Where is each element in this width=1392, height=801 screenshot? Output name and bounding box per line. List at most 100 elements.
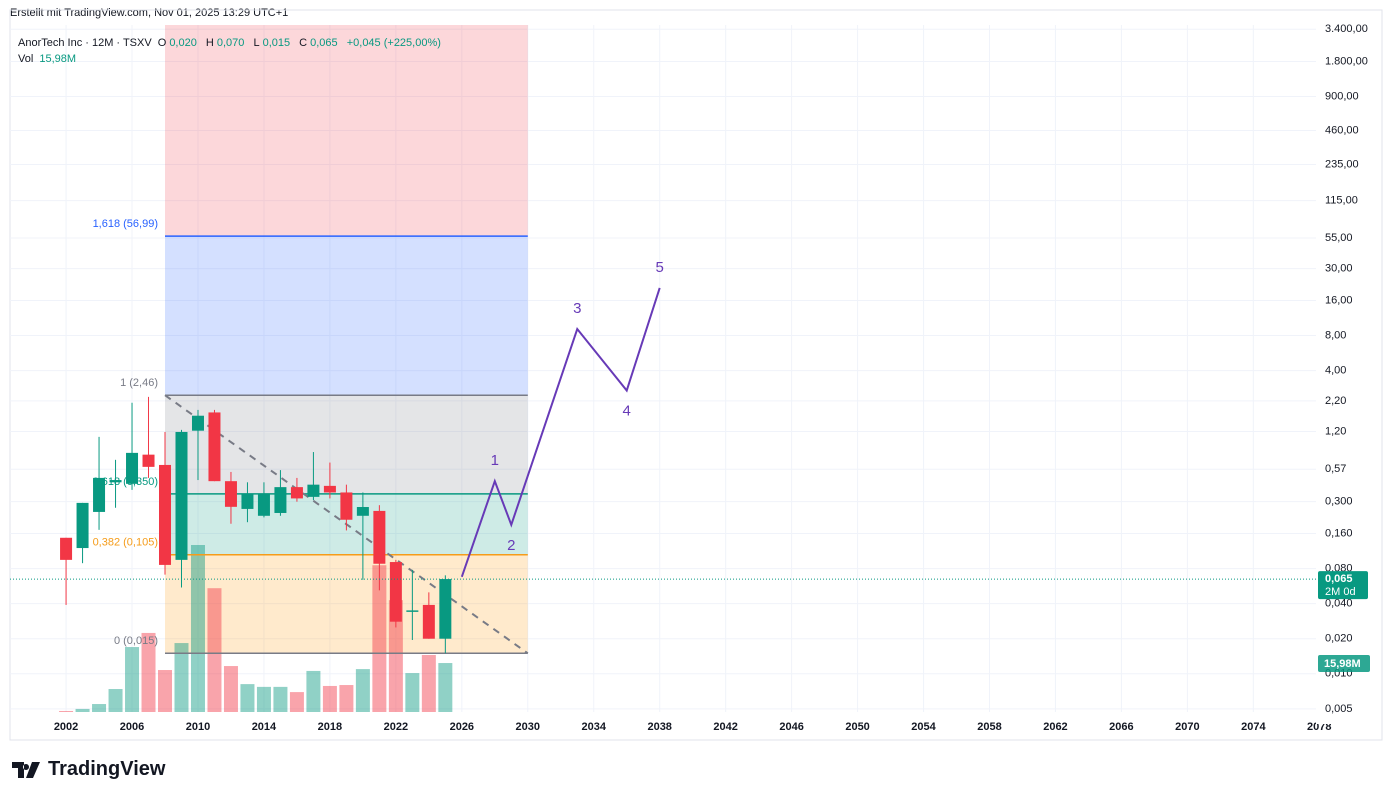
y-tick-label: 3.400,00: [1325, 23, 1368, 35]
wave-label: 1: [491, 452, 499, 469]
volume-bar: [322, 685, 337, 712]
x-tick-label: 2054: [911, 721, 936, 733]
candle-body: [439, 579, 452, 639]
brand-icon: [12, 761, 40, 778]
y-tick-label: 4,00: [1325, 365, 1346, 377]
change: +0,045 (+225,00%): [346, 37, 441, 49]
candle-body: [340, 492, 353, 520]
candle-body: [323, 485, 336, 493]
candle-body: [356, 507, 369, 516]
y-tick-label: 8,00: [1325, 329, 1346, 341]
candle-body: [191, 415, 204, 431]
volume-badge-label: 15,98M: [1324, 658, 1361, 670]
y-tick-label: 460,00: [1325, 124, 1359, 136]
x-tick-label: 2026: [450, 721, 474, 733]
chart-frame: [9, 9, 1383, 741]
volume-bar: [421, 655, 436, 712]
volume-bar: [141, 632, 156, 712]
volume-bar: [190, 545, 205, 712]
candle-body: [373, 510, 386, 564]
ohlc-key: C: [299, 37, 308, 49]
candle-body: [126, 452, 139, 484]
fib-label: 1 (2,46): [120, 377, 158, 389]
vol-key: Vol: [18, 53, 34, 65]
y-tick-label: 1.800,00: [1325, 55, 1368, 67]
volume-bar: [240, 684, 255, 712]
wave-label: 2: [507, 537, 515, 554]
candle-body: [76, 502, 89, 549]
x-tick-label: 2006: [120, 721, 144, 733]
price-badge: [1318, 571, 1368, 600]
y-tick-label: 16,00: [1325, 294, 1353, 306]
wave-line: [460, 287, 661, 578]
y-tick-label: 235,00: [1325, 158, 1359, 170]
y-tick-label: 0,160: [1325, 527, 1353, 539]
candle-body: [224, 481, 237, 507]
volume-bar: [273, 686, 288, 712]
volume-bar: [289, 692, 304, 712]
volume-bar: [355, 669, 370, 712]
candle-body: [175, 431, 188, 560]
volume-bar: [306, 670, 321, 712]
candle-body: [208, 412, 221, 482]
y-tick-label: 55,00: [1325, 232, 1353, 244]
candle-body: [274, 487, 287, 513]
volume-bar: [405, 673, 420, 712]
x-tick-label: 2002: [54, 721, 78, 733]
x-tick-label: 2042: [713, 721, 737, 733]
price-badge-label: 0,065: [1325, 573, 1353, 585]
volume-bar: [75, 708, 90, 712]
fib-zone: [165, 395, 528, 494]
volume-badge: [1318, 655, 1370, 673]
x-tick-label: 2070: [1175, 721, 1199, 733]
x-tick-label: 2066: [1109, 721, 1133, 733]
volume-bar: [256, 686, 271, 712]
y-tick-label: 0,57: [1325, 463, 1346, 475]
vol-value: 15,98M: [39, 53, 77, 65]
legend-row: AnorTech Inc · 12M · TSXV O 0,020 H 0,070 …: [18, 35, 447, 51]
price-axis: [1316, 11, 1381, 724]
x-tick-label: 2074: [1241, 721, 1266, 733]
y-tick-label: 30,00: [1325, 263, 1353, 275]
x-tick-label: 2058: [977, 721, 1001, 733]
legend-row: Vol 15,98M: [18, 51, 447, 67]
brand: TradingView: [12, 758, 165, 781]
candle-body: [159, 464, 172, 565]
x-tick-label: 2034: [582, 721, 607, 733]
fib-label: 0,618 (0,350): [93, 476, 158, 488]
volume-bar: [59, 710, 74, 712]
wave-label: 5: [656, 259, 664, 276]
candle-body: [290, 487, 303, 499]
volume-bar: [372, 565, 387, 712]
ohlc-value: 0,015: [262, 37, 291, 49]
candle-body: [422, 604, 435, 639]
y-tick-label: 0,020: [1325, 633, 1353, 645]
fib-zone: [165, 25, 528, 237]
fib-label: 1,618 (56,99): [93, 218, 158, 230]
fib-label: 0 (0,015): [114, 635, 158, 647]
ohlc-value: 0,065: [310, 37, 338, 49]
x-tick-label: 2014: [252, 721, 277, 733]
volume-bar: [207, 588, 222, 712]
y-tick-label: 0,040: [1325, 598, 1353, 610]
symbol: AnorTech Inc · 12M · TSXV: [18, 37, 152, 49]
volume-bar: [108, 689, 123, 712]
ohlc-key: O: [157, 37, 167, 49]
ohlc-key: L: [253, 37, 260, 49]
volume-bar: [388, 600, 403, 712]
x-tick-label: 2022: [384, 721, 408, 733]
volume-bar: [438, 663, 453, 712]
ohlc-key: H: [205, 37, 214, 49]
x-tick-label: 2062: [1043, 721, 1067, 733]
fib-label: 0,382 (0,105): [93, 537, 158, 549]
x-tick-label: 2046: [779, 721, 803, 733]
x-tick-label: 2030: [516, 721, 540, 733]
candle-body: [241, 493, 254, 509]
countdown-label: 2M 0d: [1325, 586, 1356, 598]
candle-body: [406, 610, 419, 612]
x-tick-label: 2038: [647, 721, 671, 733]
volume-bar: [125, 647, 140, 712]
y-tick-label: 1,20: [1325, 425, 1346, 437]
